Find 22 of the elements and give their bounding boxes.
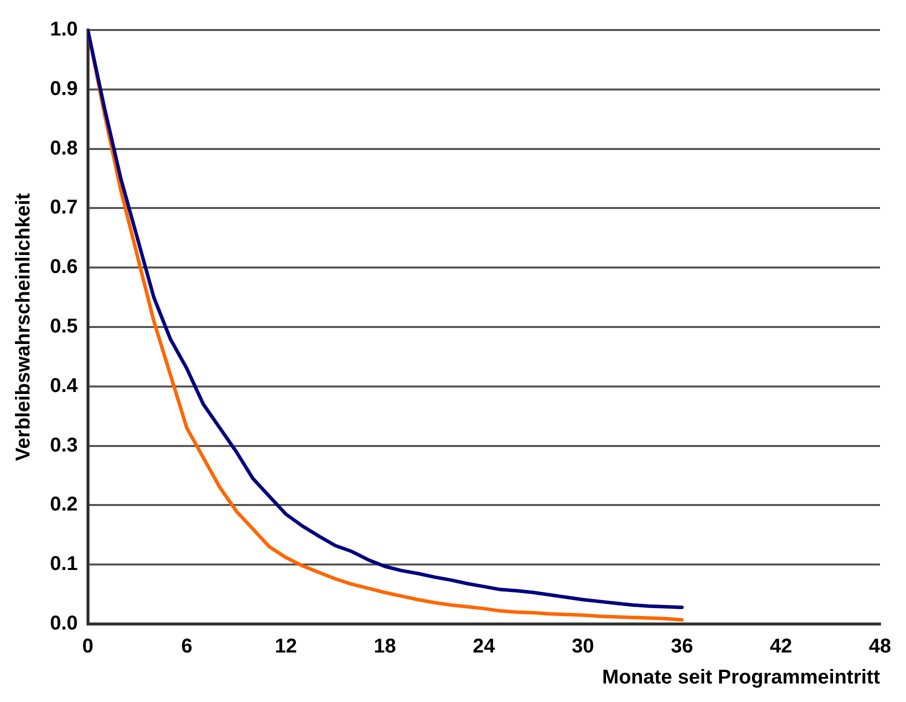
x-tick-label: 6: [181, 636, 192, 658]
x-tick-label: 12: [274, 636, 297, 658]
y-tick-label: 0.9: [50, 78, 78, 100]
y-tick-label: 0.3: [50, 434, 78, 456]
y-tick-label: 0.0: [50, 612, 78, 635]
x-tick-label: 36: [670, 636, 694, 658]
y-tick-label: 0.8: [50, 137, 78, 160]
y-tick-label: 0.5: [50, 316, 78, 338]
y-tick-label: 0.6: [50, 256, 78, 278]
y-tick-label: 0.7: [50, 196, 78, 219]
y-axis-title: Verbleibswahrscheinlichkeit: [12, 192, 35, 461]
x-tick-label: 18: [374, 636, 396, 658]
y-tick-label: 1.0: [50, 18, 78, 41]
x-tick-label: 0: [82, 636, 94, 658]
y-tick-label: 0.2: [50, 494, 78, 516]
x-tick-label: 30: [572, 636, 594, 658]
x-axis-title: Monate seit Programmeintritt: [602, 666, 880, 689]
x-tick-label: 48: [868, 636, 892, 658]
y-tick-label: 0.1: [50, 553, 78, 576]
y-tick-label: 0.4: [50, 374, 79, 397]
x-tick-label: 24: [472, 636, 496, 658]
x-tick-label: 42: [770, 636, 792, 658]
